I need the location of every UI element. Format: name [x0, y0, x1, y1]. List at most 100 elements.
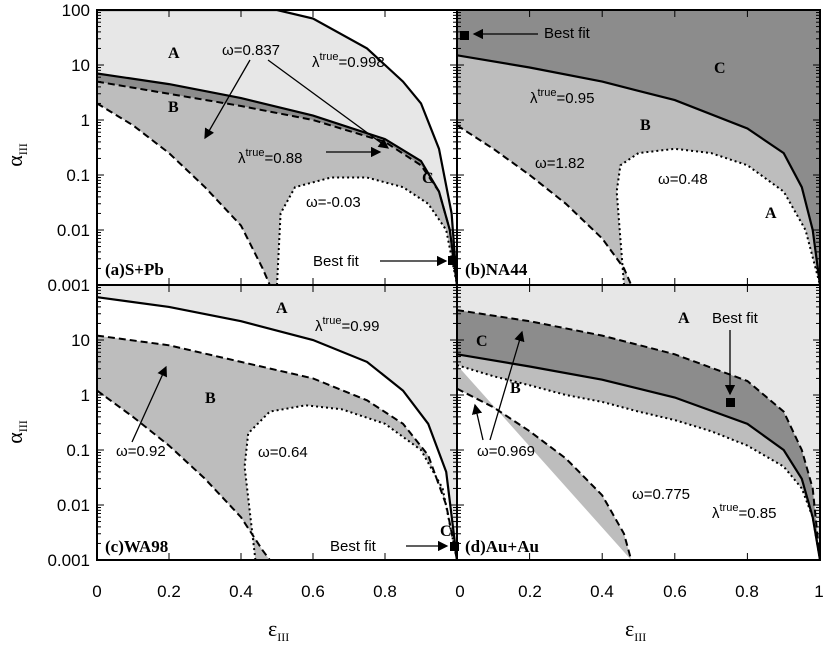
lambda-label: λtrue=0.99: [315, 315, 379, 335]
panel-title: (a)S+Pb: [105, 260, 164, 279]
x-tick-labels-left: 0 0.2 0.4 0.6 0.8: [92, 582, 397, 601]
omega-label: ω=1.82: [535, 155, 585, 172]
lambda-label: λtrue=0.88: [238, 147, 302, 167]
region-fill: [457, 354, 820, 560]
best-fit-label: Best fit: [313, 253, 360, 270]
best-fit-label: Best fit: [712, 310, 759, 327]
panel-d-annotations: (d)Au+Au A B C Best fit ω=0.969 ω=0.775 …: [465, 310, 776, 556]
y-axis-title-bottom: αIII: [2, 420, 30, 444]
x-tick-label: 0.4: [590, 582, 614, 601]
best-fit-marker: [450, 542, 459, 551]
y-tick-label: 0.1: [66, 166, 90, 185]
region-label-c: C: [422, 170, 434, 187]
region-fill: [97, 10, 457, 285]
x-tick-label: 0: [455, 582, 464, 601]
best-fit-marker: [460, 31, 469, 40]
y-axis-subscript: III: [16, 143, 30, 155]
lambda-label: λtrue=0.998: [312, 51, 385, 71]
y-tick-label: 0.001: [47, 551, 90, 570]
x-axis-title-right: εIII: [625, 616, 646, 644]
x-tick-label: 0.8: [373, 582, 397, 601]
omega-label: ω=-0.03: [306, 194, 361, 211]
curves: [97, 10, 820, 560]
region-label-b: B: [640, 117, 651, 134]
region-fill: [457, 310, 820, 560]
x-tick-label: 0.2: [157, 582, 181, 601]
y-tick-label: 0.01: [57, 496, 90, 515]
solid-curve: [457, 54, 820, 285]
lambda-label: λtrue=0.85: [712, 502, 776, 522]
y-tick-labels-bottom: 10 1 0.1 0.01 0.001: [47, 331, 90, 570]
best-fit-label: Best fit: [330, 538, 377, 555]
dashed-curve: [97, 334, 457, 560]
x-tick-label: 1: [814, 582, 823, 601]
annotation-arrow: [204, 59, 251, 140]
region-fills: [97, 10, 820, 560]
x-axis-title-left: εIII: [268, 616, 289, 644]
dotted-curve: [276, 176, 457, 285]
x-axis-symbol: ε: [268, 616, 277, 641]
region-fill: [97, 335, 457, 560]
region-fill: [457, 285, 820, 560]
x-tick-label: 0.6: [663, 582, 687, 601]
x-tick-label: 0: [92, 582, 101, 601]
omega-label: ω=0.48: [658, 171, 708, 188]
panel-a-annotations: (a)S+Pb A B C ω=0.837 λtrue=0.998 λtrue=…: [105, 42, 457, 279]
region-fill: [97, 81, 457, 285]
dashed-curve: [97, 389, 271, 560]
annotation-arrow: [489, 330, 525, 441]
panel-title: (c)WA98: [105, 537, 168, 556]
region-label-a: A: [765, 205, 777, 222]
region-label-a: A: [678, 310, 690, 327]
best-fit-marker: [726, 398, 735, 407]
omega-label: ω=0.64: [258, 444, 308, 461]
y-axis-symbol: α: [2, 155, 27, 167]
annotation-arrow: [131, 365, 167, 443]
y-axis-subscript: III: [16, 420, 30, 432]
svg-text:αIII: αIII: [2, 143, 30, 167]
tick-marks: [96, 9, 821, 561]
region-label-a: A: [168, 45, 180, 62]
panel-c-annotations: (c)WA98 A B C λtrue=0.99 ω=0.92 ω=0.64 B…: [105, 300, 459, 556]
dashed-curve: [97, 80, 457, 285]
region-label-c: C: [440, 523, 452, 540]
solid-curve: [457, 353, 820, 560]
region-label-b: B: [168, 99, 179, 116]
x-axis-symbol: ε: [625, 616, 634, 641]
panel-title: (b)NA44: [465, 260, 528, 279]
dashed-curve: [457, 124, 633, 285]
y-tick-labels-top: 100 10 1 0.1 0.01 0.001: [47, 1, 90, 295]
omega-label: ω=0.969: [477, 443, 535, 460]
solid-curve: [97, 10, 457, 285]
region-label-a: A: [276, 300, 288, 317]
x-tick-label: 0.8: [735, 582, 759, 601]
dashed-curve: [97, 102, 271, 285]
solid-curve: [97, 296, 457, 560]
region-label-c: C: [476, 333, 488, 350]
annotation-arrow: [267, 59, 390, 149]
annotation-arrow: [471, 403, 484, 441]
omega-label: ω=0.837: [222, 42, 280, 59]
omega-label: ω=0.92: [116, 443, 166, 460]
x-tick-label: 0.6: [301, 582, 325, 601]
x-axis-subscript: III: [277, 630, 289, 644]
y-tick-label: 1: [81, 386, 90, 405]
region-label-c: C: [714, 60, 726, 77]
best-fit-label: Best fit: [544, 25, 591, 42]
dotted-curve: [457, 364, 820, 560]
region-label-b: B: [510, 380, 521, 397]
panel-b-annotations: (b)NA44 A B C λtrue=0.95 ω=1.82 ω=0.48 B…: [460, 25, 777, 279]
panel-title: (d)Au+Au: [465, 537, 539, 556]
svg-text:αIII: αIII: [2, 420, 30, 444]
y-axis-symbol: α: [2, 432, 27, 444]
dashed-curve: [457, 387, 633, 560]
y-tick-label: 100: [62, 1, 90, 20]
dotted-curve: [615, 147, 820, 285]
x-tick-label: 0.2: [518, 582, 542, 601]
y-tick-label: 1: [81, 111, 90, 130]
y-axis-title-top: αIII: [2, 143, 30, 167]
y-tick-label: 10: [71, 331, 90, 350]
y-tick-label: 10: [71, 56, 90, 75]
y-tick-label: 0.1: [66, 441, 90, 460]
